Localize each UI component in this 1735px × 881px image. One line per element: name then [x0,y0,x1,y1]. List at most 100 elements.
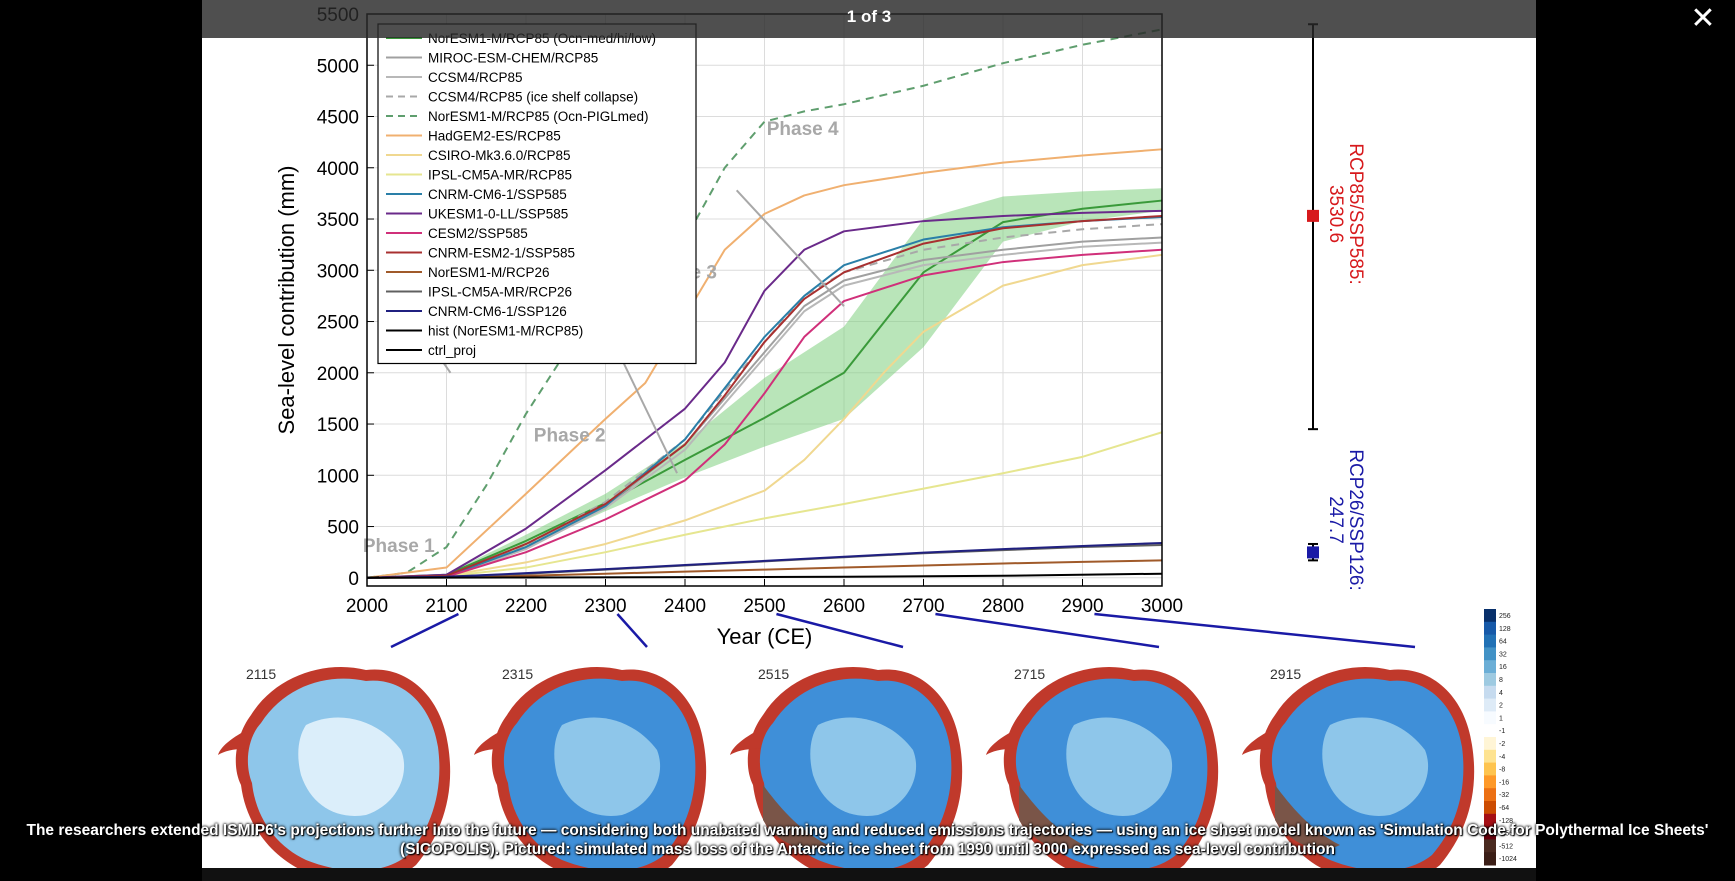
colorbar-tick-1: 128 [1499,626,1511,633]
colorbar-tick-18: -512 [1499,843,1513,850]
legend-box [377,23,697,365]
antarctica-map-3: 2715 [986,666,1219,881]
y-tick-label: 4000 [317,159,359,180]
colorbar-cell-19 [1484,852,1496,866]
colorbar-cell-18 [1484,839,1496,853]
colorbar-tick-17: -256 [1499,831,1513,838]
antarctica-map-0: 2115 [218,666,451,881]
map-dome-2 [810,717,917,816]
map-year-0: 2115 [246,666,276,682]
colorbar-cell-13 [1484,775,1496,789]
colorbar-cell-16 [1484,813,1496,828]
colorbar-cell-14 [1484,788,1496,802]
series-line-7 [366,431,1163,579]
map-year-1: 2315 [502,666,533,682]
image-counter: 1 of 3 [846,7,892,26]
colorbar-cell-3 [1484,647,1496,661]
colorbar-cell-4 [1484,660,1496,674]
phase-label-1: Phase 2 [534,425,606,446]
antarctica-map-4: 2915 [1242,666,1475,881]
colorbar-tick-0: 256 [1499,613,1511,620]
map-link-line-4 [1094,612,1416,649]
colorbar: 256 128 64 32 16 8 4 2 1 -1 -2 -4 -8 -16 -32 -64 -128 -25… [1484,609,1517,866]
right-annotations: RCP85/SSP585:3530.6 RCP26/SSP126:247.7 [1307,23,1366,591]
annotation-value-0: 3530.6 [1325,185,1346,243]
x-tick-label: 2100 [425,596,467,617]
colorbar-cell-0 [1484,609,1496,623]
colorbar-cell-12 [1484,762,1496,776]
legend-label-13: IPSL-CM5A-MR/RCP26 [428,285,572,300]
annotation-label-0: RCP85/SSP585: [1345,143,1366,285]
phase-label-0: Phase 1 [363,536,435,557]
annotation-label-1: RCP26/SSP126: [1345,449,1366,591]
map-year-3: 2715 [1014,666,1045,682]
y-axis-label: Sea-level contribution (mm) [274,166,299,435]
series-line-5 [366,148,1163,579]
legend-label-15: hist (NorESM1-M/RCP85) [428,324,583,339]
series-line-10 [366,248,1163,579]
legend-label-1: MIROC-ESM-CHEM/RCP85 [428,51,598,66]
viewer-top-bar: 1 of 3 [202,0,1536,38]
legend-label-16: ctrl_proj [428,343,476,358]
x-tick-label: 2400 [664,596,706,617]
caption-line-1: The researchers extended ISMIP6's projec… [26,822,1709,839]
series-line-8 [366,215,1163,579]
colorbar-tick-8: 1 [1499,715,1503,722]
x-axis-label: Year (CE) [717,624,813,649]
legend-label-11: CNRM-ESM2-1/SSP585 [428,246,575,261]
colorbar-tick-10: -2 [1499,741,1505,748]
series-line-2 [366,241,1163,579]
colorbar-tick-11: -4 [1499,754,1505,761]
image-caption: The researchers extended ISMIP6's projec… [0,821,1735,859]
colorbar-cell-7 [1484,698,1496,712]
y-tick-label: 2000 [317,364,359,385]
map-loss-region-2 [763,785,828,849]
legend-label-8: CNRM-CM6-1/SSP585 [428,187,567,202]
map-link-line-1 [616,613,648,648]
colorbar-tick-2: 64 [1499,639,1507,646]
series-line-11 [366,214,1163,579]
map-dome-3 [1066,717,1173,816]
colorbar-cell-6 [1484,685,1496,700]
colorbar-tick-3: 32 [1499,651,1507,658]
legend-label-7: IPSL-CM5A-MR/RCP85 [428,168,572,183]
phase-label-3: Phase 4 [767,119,839,140]
x-tick-label: 2700 [902,596,944,617]
map-dome-4 [1322,717,1429,816]
x-tick-label: 2800 [982,596,1024,617]
phase-divider-2 [735,189,845,307]
ensemble-band [446,188,1162,576]
map-loss-region-3 [1019,785,1084,849]
y-tick-label: 3000 [317,261,359,282]
colorbar-tick-6: 4 [1499,690,1503,697]
colorbar-cell-10 [1484,737,1496,751]
series-line-6 [366,253,1163,579]
close-icon[interactable]: ✕ [1690,2,1716,35]
series-line-0 [366,199,1163,579]
x-tick-label: 2500 [743,596,785,617]
series-line-9 [366,209,1163,579]
annotation-mean-1 [1307,546,1319,559]
legend-label-12: NorESM1-M/RCP26 [428,265,550,280]
antarctica-maps: 2115 2315 2515 2715 2915 [218,612,1475,881]
colorbar-tick-13: -16 [1499,779,1509,786]
map-year-2: 2515 [758,666,789,682]
map-link-line-0 [390,612,459,649]
y-tick-label: 4500 [317,108,359,129]
x-tick-label: 2000 [346,596,388,617]
colorbar-tick-12: -8 [1499,767,1505,774]
legend-label-9: UKESM1-0-LL/SSP585 [428,207,568,222]
series-line-16 [366,572,1163,579]
colorbar-tick-19: -1024 [1499,856,1517,863]
map-link-line-3 [935,612,1160,649]
caption-line-2: (SICOPOLIS). Pictured: simulated mass lo… [400,841,1335,858]
bottom-strip [202,868,1536,881]
colorbar-tick-7: 2 [1499,703,1503,710]
legend-label-10: CESM2/SSP585 [428,226,528,241]
legend-label-6: CSIRO-Mk3.6.0/RCP85 [428,148,571,163]
x-tick-label: 2600 [823,596,865,617]
antarctica-map-2: 2515 [730,666,963,881]
x-tick-label: 2900 [1061,596,1103,617]
